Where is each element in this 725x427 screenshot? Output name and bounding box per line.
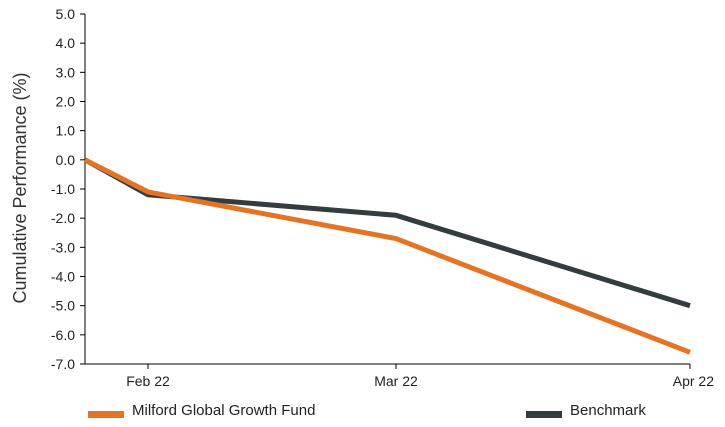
series-lines <box>83 157 691 355</box>
series-line-fund <box>83 157 691 355</box>
legend-label: Benchmark <box>570 402 646 419</box>
x-tick-label: Mar 22 <box>374 373 418 389</box>
legend: Milford Global Growth Fund Benchmark <box>88 402 646 419</box>
y-tick-label: 5.0 <box>56 6 76 22</box>
y-tick-label: 0.0 <box>56 152 76 168</box>
y-tick-label: 1.0 <box>56 123 76 139</box>
y-tick-label: -6.0 <box>51 327 75 343</box>
y-tick-label: -3.0 <box>51 239 75 255</box>
legend-swatch <box>88 411 124 418</box>
y-tick-label: 2.0 <box>56 94 76 110</box>
y-tick-label: 4.0 <box>56 35 76 51</box>
y-tick-label: -4.0 <box>51 269 75 285</box>
y-tick-label: -2.0 <box>51 210 75 226</box>
y-tick-label: -1.0 <box>51 181 75 197</box>
series-line-benchmark <box>83 157 691 309</box>
x-axis-ticks: Feb 22 Mar 22 Apr 22 <box>126 364 714 389</box>
legend-swatch <box>526 411 562 418</box>
y-tick-label: -5.0 <box>51 298 75 314</box>
x-tick-label: Apr 22 <box>673 373 714 389</box>
y-axis-title: Cumulative Performance (%) <box>10 72 30 303</box>
x-tick-label: Feb 22 <box>126 373 170 389</box>
y-axis-ticks: 5.0 4.0 3.0 2.0 1.0 0.0 -1.0 -2.0 -3.0 -4.0 -5.0 -6… <box>51 6 85 372</box>
y-tick-label: 3.0 <box>56 64 76 80</box>
y-tick-label: -7.0 <box>51 356 75 372</box>
legend-label: Milford Global Growth Fund <box>132 402 315 419</box>
axes <box>84 14 690 365</box>
